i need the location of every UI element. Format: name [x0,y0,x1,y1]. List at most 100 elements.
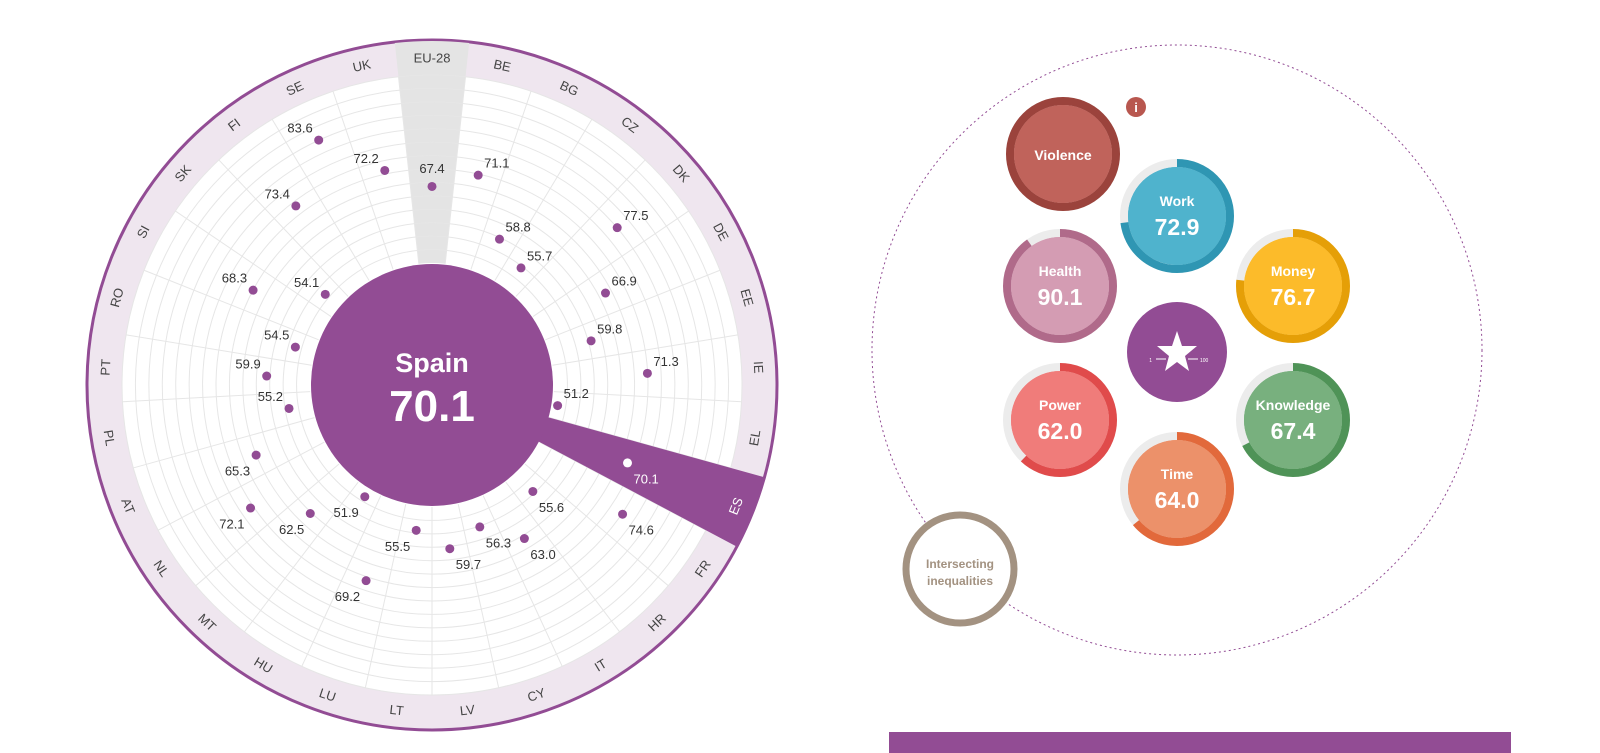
data-point-hu [360,492,370,502]
country-label-bg: BG [558,77,581,99]
gender-equality-domains: Violence Work 72.9 Health 90.1 Money 76.7 Power… [871,44,1483,656]
domain-progress-work [1120,159,1234,273]
data-value-label-it: 63.0 [530,547,555,562]
domain-value-power: 62.0 [1038,418,1083,444]
data-value-label-ro: 54.5 [264,328,289,343]
index-scale-min: 1 [1149,358,1152,364]
data-point-si [248,285,258,295]
data-point-bg [494,234,504,244]
country-label-ie: IE [751,361,767,374]
country-label-pt: PT [98,359,114,376]
eu-28-sector [394,41,470,264]
data-point-dk [612,223,622,233]
grid-spoke [524,463,669,587]
domain-value-work: 72.9 [1155,214,1200,240]
center-circle [311,264,553,506]
domain-value-time: 64.0 [1155,487,1200,513]
country-radial-chart: EU-28 BEBGCZDKDEEEIEELESFRHRITCYLVLTLUHUM… [85,38,779,732]
grid-spoke [457,504,500,688]
domain-value-money: 76.7 [1271,284,1316,310]
domain-name-power: Power [1039,397,1082,413]
country-label-cy: CY [525,685,547,705]
domain-fill-time [1128,440,1226,538]
domains-boundary [871,44,1483,656]
outer-ring-border [85,38,779,732]
data-value-label-se: 83.6 [287,121,312,136]
center-country-value: 70.1 [389,382,475,431]
info-button[interactable]: i [1126,97,1146,117]
domain-name-money: Money [1271,263,1316,279]
data-point-de [600,288,610,298]
intersecting-inequalities-circle[interactable] [902,511,1018,627]
country-label-uk: UK [351,56,372,75]
data-value-label-pl: 55.2 [258,389,283,404]
domain-fill-power [1011,371,1109,469]
data-value-label-bg: 58.8 [505,220,530,235]
grid-spoke [470,91,532,270]
highlight-sector [530,414,766,548]
data-value-label-dk: 77.5 [623,208,648,223]
data-value-label-uk: 72.2 [353,151,378,166]
data-value-label-lv: 59.7 [456,557,481,572]
data-value-label-hr: 55.6 [539,500,564,515]
intersecting-inequalities-button[interactable]: Intersecting inequalities [902,511,1018,627]
grid-spoke [545,269,721,341]
center-score: Spain 70.1 [311,264,553,506]
grid-spoke [552,334,738,366]
domain-fill-knowledge [1244,371,1342,469]
domain-fill-violence [1014,105,1112,203]
data-value-label-el: 51.2 [564,386,589,401]
data-value-label-ie: 71.3 [653,354,678,369]
domain-name-work: Work [1160,193,1195,209]
grid-spoke [397,76,420,264]
info-icon[interactable] [1126,97,1146,117]
data-point-es [622,458,632,468]
intersecting-label-line1: Intersecting [926,557,994,571]
data-point-lv [445,544,455,554]
data-value-label-lu: 69.2 [335,589,360,604]
grid-spoke [494,119,593,281]
index-scale-max: 100 [1200,358,1209,364]
data-point-lu [361,576,371,586]
domain-progress-health [1003,229,1117,343]
country-label-lt: LT [389,702,405,718]
domain-fill-health [1011,237,1109,335]
grid-spoke [332,91,394,270]
data-point-ie [642,368,652,378]
data-point-nl [246,503,256,513]
data-value-label-nl: 72.1 [219,517,244,532]
data-point-se [314,135,324,145]
data-point-it [519,534,529,544]
domain-fill-money [1244,237,1342,335]
data-value-label-at: 65.3 [225,464,250,479]
data-point-hr [528,486,538,496]
domain-progress-power [1003,363,1117,477]
data-value-label-cy: 56.3 [486,535,511,550]
grid-spoke [482,495,563,667]
country-label-ro: RO [107,286,127,309]
grid-spoke [553,391,742,403]
data-point-ee [586,336,596,346]
intersecting-label-line2: inequalities [927,574,993,588]
grid-spoke [505,481,621,633]
country-label-se: SE [284,78,306,99]
data-point-pl [284,403,294,413]
data-point-lt [411,525,421,535]
grid-spoke [301,495,382,667]
grid-spoke [133,417,315,469]
grid-spoke [444,76,467,264]
country-label-be: BE [492,56,512,74]
data-value-label-cz: 55.7 [527,248,552,263]
data-value-label-sk: 54.1 [294,275,319,290]
grid-spoke [175,210,332,317]
country-label-at: AT [118,496,138,516]
data-value-label-lt: 55.5 [385,539,410,554]
country-label-lu: LU [317,685,338,705]
data-point-be [473,170,483,180]
data-value-label-mt: 62.5 [279,522,304,537]
bottom-purple-bar [889,732,1511,753]
data-value-label-eu-28: 67.4 [419,161,444,176]
domain-name-time: Time [1161,466,1194,482]
index-logo[interactable]: 1 100 [1127,302,1227,402]
grid-spoke [271,119,370,281]
